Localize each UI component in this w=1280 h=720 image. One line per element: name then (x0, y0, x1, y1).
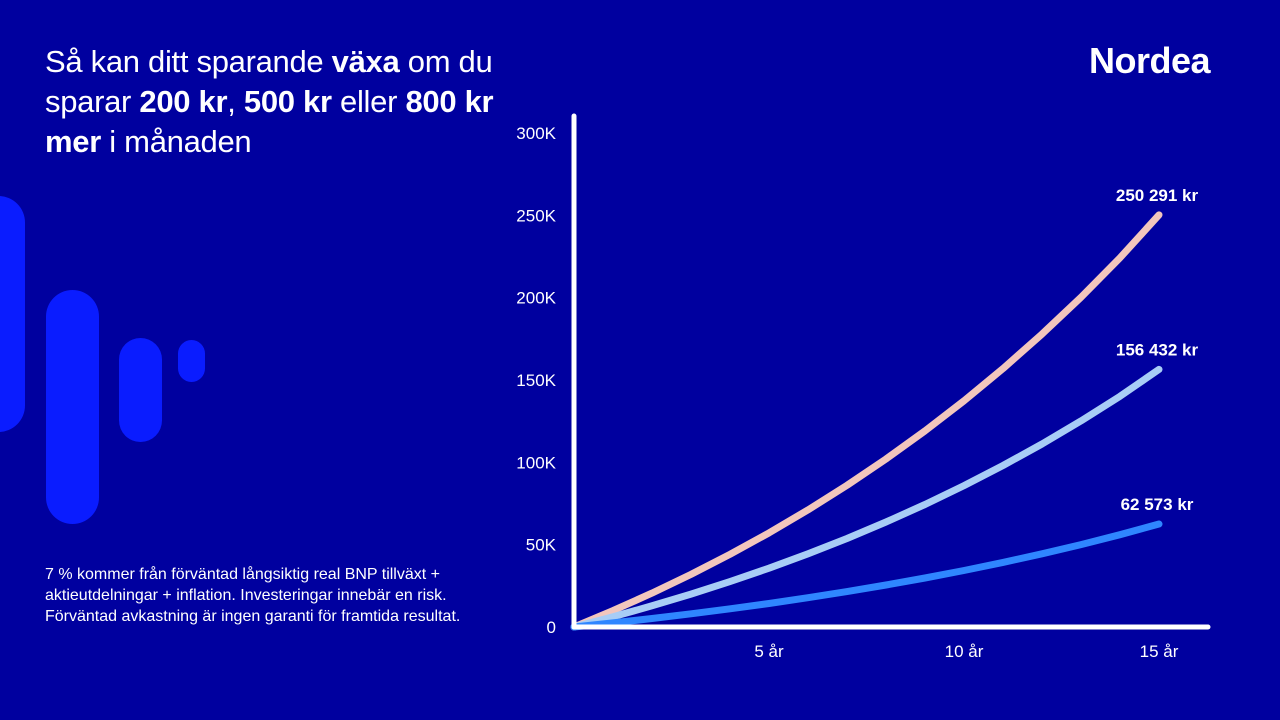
decorative-bar (0, 196, 25, 432)
headline-emphasis: 800 kr mer (45, 84, 494, 159)
decorative-bar (178, 340, 205, 382)
y-tick-label: 300K (516, 124, 556, 143)
y-tick-label: 0 (547, 618, 556, 637)
y-tick-label: 50K (526, 536, 557, 555)
series-end-label: 250 291 kr (1116, 186, 1199, 205)
decorative-bar (46, 290, 99, 524)
series-end-label: 62 573 kr (1121, 495, 1194, 514)
headline-part: eller (331, 84, 406, 119)
y-tick-label: 100K (516, 453, 556, 472)
disclaimer-text: 7 % kommer från förväntad långsiktig rea… (45, 566, 461, 625)
headline-part: i månaden (100, 124, 252, 159)
x-tick-label: 15 år (1140, 642, 1179, 661)
headline-emphasis: växa (331, 44, 400, 79)
nordea-logo: Nordea (1088, 40, 1211, 81)
series-line-1 (570, 365, 1163, 631)
y-tick-label: 150K (516, 371, 556, 390)
y-tick-label: 250K (516, 206, 556, 225)
decorative-bar (119, 338, 162, 442)
series-line-0 (570, 211, 1163, 631)
headline-emphasis: 200 kr (139, 84, 228, 119)
x-tick-label: 10 år (945, 642, 984, 661)
x-tick-label: 5 år (754, 642, 784, 661)
series-end-label: 156 432 kr (1116, 340, 1199, 359)
headline-emphasis: 500 kr (243, 84, 332, 119)
y-tick-label: 200K (516, 289, 556, 308)
series-line-2 (570, 520, 1163, 631)
headline-part: Så kan ditt sparande (45, 44, 332, 79)
headline: Så kan ditt sparande växa om du sparar 2… (45, 42, 495, 162)
headline-part: , (227, 84, 244, 119)
growth-line-chart: 0 50K 100K 150K 200K 250K 300K 5 år 10 år 15 år 25… (516, 113, 1211, 661)
headline-part: om du sparar (45, 44, 493, 119)
